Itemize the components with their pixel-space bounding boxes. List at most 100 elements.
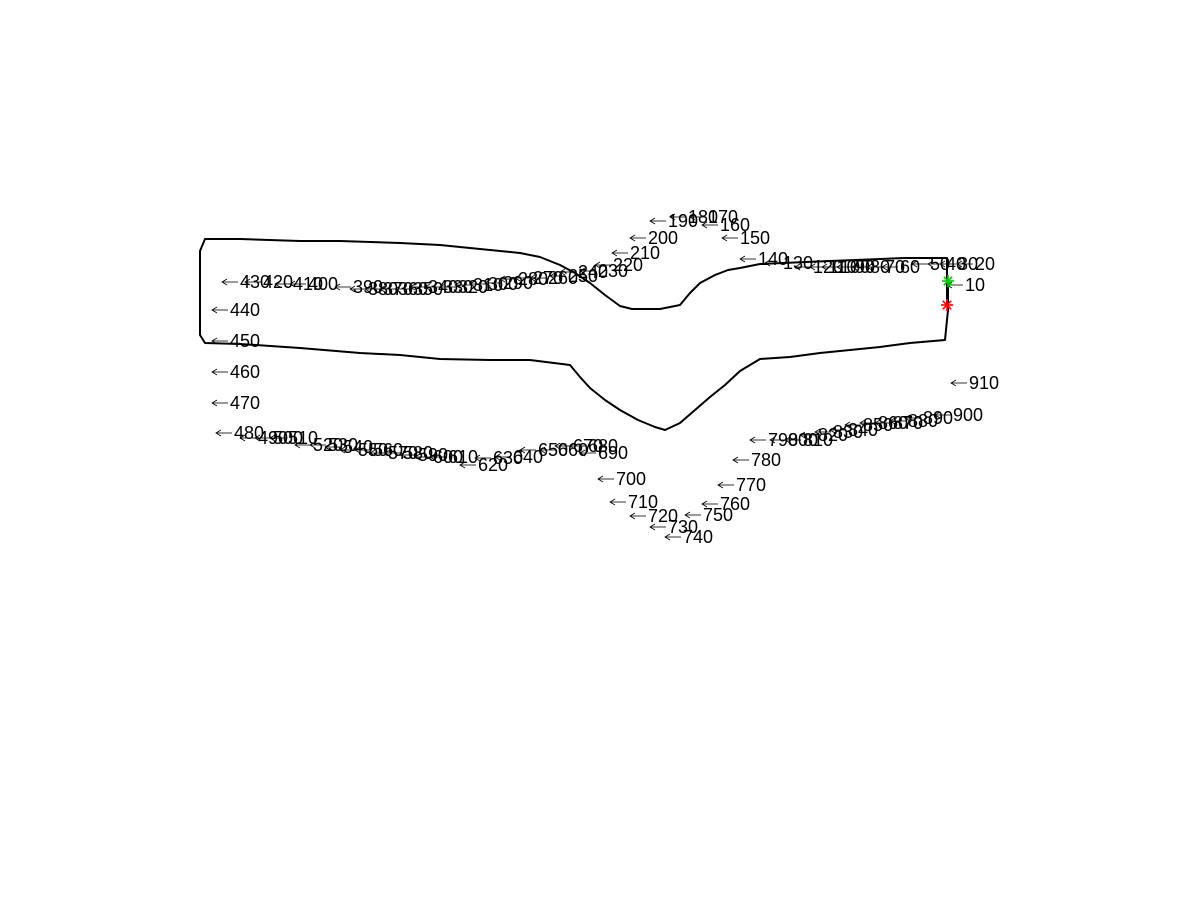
label-arrow-head — [494, 453, 501, 461]
point-label-690: 690 — [579, 443, 628, 463]
point-label-text: 460 — [230, 362, 260, 382]
point-label-310: 310 — [454, 275, 503, 295]
label-arrow-head — [459, 461, 466, 469]
point-label-170: 170 — [689, 207, 738, 227]
point-label-660: 660 — [539, 440, 588, 460]
label-arrow-head — [874, 419, 881, 427]
label-arrow-head — [950, 379, 957, 387]
point-label-text: 730 — [668, 517, 698, 537]
point-label-290: 290 — [484, 273, 533, 293]
label-arrow-head — [579, 267, 586, 275]
point-label-380: 380 — [349, 279, 398, 299]
point-label-230: 230 — [579, 261, 628, 281]
point-label-text: 890 — [923, 408, 953, 428]
point-label-text: 40 — [946, 254, 966, 274]
label-arrow-head — [539, 446, 546, 454]
point-label-20: 20 — [956, 254, 995, 274]
label-arrow-head — [309, 441, 316, 449]
label-arrow-head — [274, 280, 281, 288]
point-label-text: 340 — [428, 277, 458, 297]
point-label-text: 740 — [683, 527, 713, 547]
label-arrow-head — [221, 278, 228, 286]
label-arrow-head — [349, 285, 356, 293]
label-arrow-head — [889, 417, 896, 425]
label-arrow-head — [384, 449, 391, 457]
label-arrow-head — [559, 268, 566, 276]
point-label-740: 740 — [664, 527, 713, 547]
point-label-830: 830 — [814, 422, 863, 442]
point-label-510: 510 — [269, 428, 318, 448]
label-arrow-head — [211, 399, 218, 407]
point-label-180: 180 — [669, 207, 718, 227]
point-label-550: 550 — [339, 440, 388, 460]
label-arrow-head — [554, 442, 561, 450]
point-label-text: 710 — [628, 492, 658, 512]
point-label-text: 200 — [648, 228, 678, 248]
point-label-text: 360 — [398, 279, 428, 299]
point-label-540: 540 — [324, 437, 373, 457]
label-arrow-head — [769, 436, 776, 444]
label-arrow-head — [474, 454, 481, 462]
label-arrow-head — [294, 441, 301, 449]
point-label-text: 540 — [343, 437, 373, 457]
point-label-text: 290 — [503, 273, 533, 293]
label-arrow-head — [211, 337, 218, 345]
label-arrow-head — [549, 272, 556, 280]
label-arrow-head — [514, 274, 521, 282]
end-marker — [942, 275, 954, 287]
point-label-text: 580 — [403, 443, 433, 463]
point-label-text: 220 — [613, 255, 643, 275]
point-label-900: 900 — [934, 405, 983, 425]
point-label-430: 430 — [221, 272, 270, 292]
point-label-text: 230 — [598, 261, 628, 281]
point-label-text: 500 — [273, 428, 303, 448]
point-label-210: 210 — [611, 243, 660, 263]
point-label-text: 190 — [668, 211, 698, 231]
point-label-text: 240 — [578, 262, 608, 282]
point-label-890: 890 — [904, 408, 953, 428]
label-arrow-head — [454, 281, 461, 289]
point-label-470: 470 — [211, 393, 260, 413]
label-arrow-head — [664, 533, 671, 541]
point-label-text: 780 — [751, 450, 781, 470]
point-label-text: 70 — [885, 257, 905, 277]
point-label-140: 140 — [739, 249, 788, 269]
label-arrow-head — [334, 283, 341, 291]
label-arrow-head — [749, 436, 756, 444]
label-arrow-head — [784, 436, 791, 444]
point-label-text: 550 — [358, 440, 388, 460]
point-label-text: 760 — [720, 494, 750, 514]
point-label-text: 80 — [870, 257, 890, 277]
label-arrow-head — [649, 217, 656, 225]
point-label-600: 600 — [414, 447, 463, 467]
label-arrow-head — [739, 255, 746, 263]
label-arrow-head — [859, 419, 866, 427]
point-label-280: 280 — [499, 269, 548, 289]
marker-layer — [941, 275, 954, 311]
point-label-text: 90 — [855, 257, 875, 277]
point-label-780: 780 — [732, 450, 781, 470]
label-arrow-head — [649, 523, 656, 531]
point-label-text: 640 — [513, 447, 543, 467]
point-label-60: 60 — [881, 257, 920, 277]
point-label-text: 880 — [908, 411, 938, 431]
label-arrow-head — [569, 442, 576, 450]
point-label-750: 750 — [684, 505, 733, 525]
point-label-text: 380 — [368, 279, 398, 299]
point-label-text: 170 — [708, 207, 738, 227]
point-label-610: 610 — [429, 447, 478, 467]
point-label-560: 560 — [354, 440, 403, 460]
point-label-730: 730 — [649, 517, 698, 537]
label-arrow-head — [269, 434, 276, 442]
point-label-760: 760 — [701, 494, 750, 514]
point-label-text: 700 — [616, 469, 646, 489]
point-label-440: 440 — [211, 300, 260, 320]
point-label-620: 620 — [459, 455, 508, 475]
point-label-text: 910 — [969, 373, 999, 393]
point-label-text: 310 — [473, 275, 503, 295]
point-label-910: 910 — [950, 373, 999, 393]
point-label-text: 750 — [703, 505, 733, 525]
point-label-880: 880 — [889, 411, 938, 431]
point-label-text: 120 — [813, 257, 843, 277]
